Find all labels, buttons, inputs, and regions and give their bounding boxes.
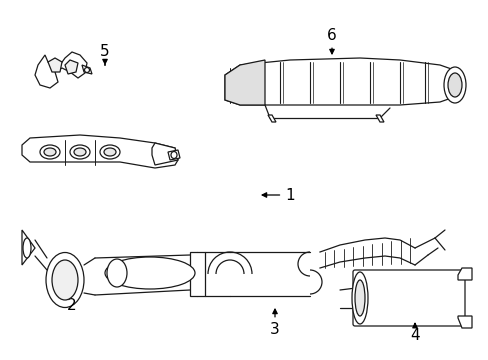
Ellipse shape <box>40 145 60 159</box>
Polygon shape <box>152 143 178 165</box>
Polygon shape <box>168 150 180 160</box>
Ellipse shape <box>70 145 90 159</box>
Text: 3: 3 <box>269 309 279 338</box>
Ellipse shape <box>84 68 89 72</box>
Polygon shape <box>190 252 204 296</box>
Polygon shape <box>224 58 459 105</box>
Ellipse shape <box>52 260 78 300</box>
FancyBboxPatch shape <box>352 270 464 326</box>
Text: 1: 1 <box>262 188 294 202</box>
Polygon shape <box>22 135 178 168</box>
Polygon shape <box>65 60 78 74</box>
Ellipse shape <box>44 148 56 156</box>
Ellipse shape <box>354 280 364 316</box>
Ellipse shape <box>23 238 31 258</box>
Polygon shape <box>267 115 275 122</box>
Ellipse shape <box>107 259 127 287</box>
Ellipse shape <box>351 272 367 324</box>
Ellipse shape <box>104 148 116 156</box>
Text: 5: 5 <box>100 45 110 65</box>
Ellipse shape <box>74 148 86 156</box>
Polygon shape <box>35 52 87 88</box>
Text: 2: 2 <box>67 289 77 312</box>
Polygon shape <box>457 316 471 328</box>
Ellipse shape <box>105 257 195 289</box>
Text: 6: 6 <box>326 27 336 54</box>
Polygon shape <box>457 268 471 280</box>
Ellipse shape <box>171 152 177 158</box>
Ellipse shape <box>46 252 84 307</box>
Ellipse shape <box>447 73 461 97</box>
Polygon shape <box>375 115 383 122</box>
Polygon shape <box>82 65 92 74</box>
Text: 4: 4 <box>409 323 419 342</box>
Ellipse shape <box>100 145 120 159</box>
Polygon shape <box>22 230 35 265</box>
Polygon shape <box>48 58 62 72</box>
Ellipse shape <box>443 67 465 103</box>
Polygon shape <box>224 60 264 105</box>
